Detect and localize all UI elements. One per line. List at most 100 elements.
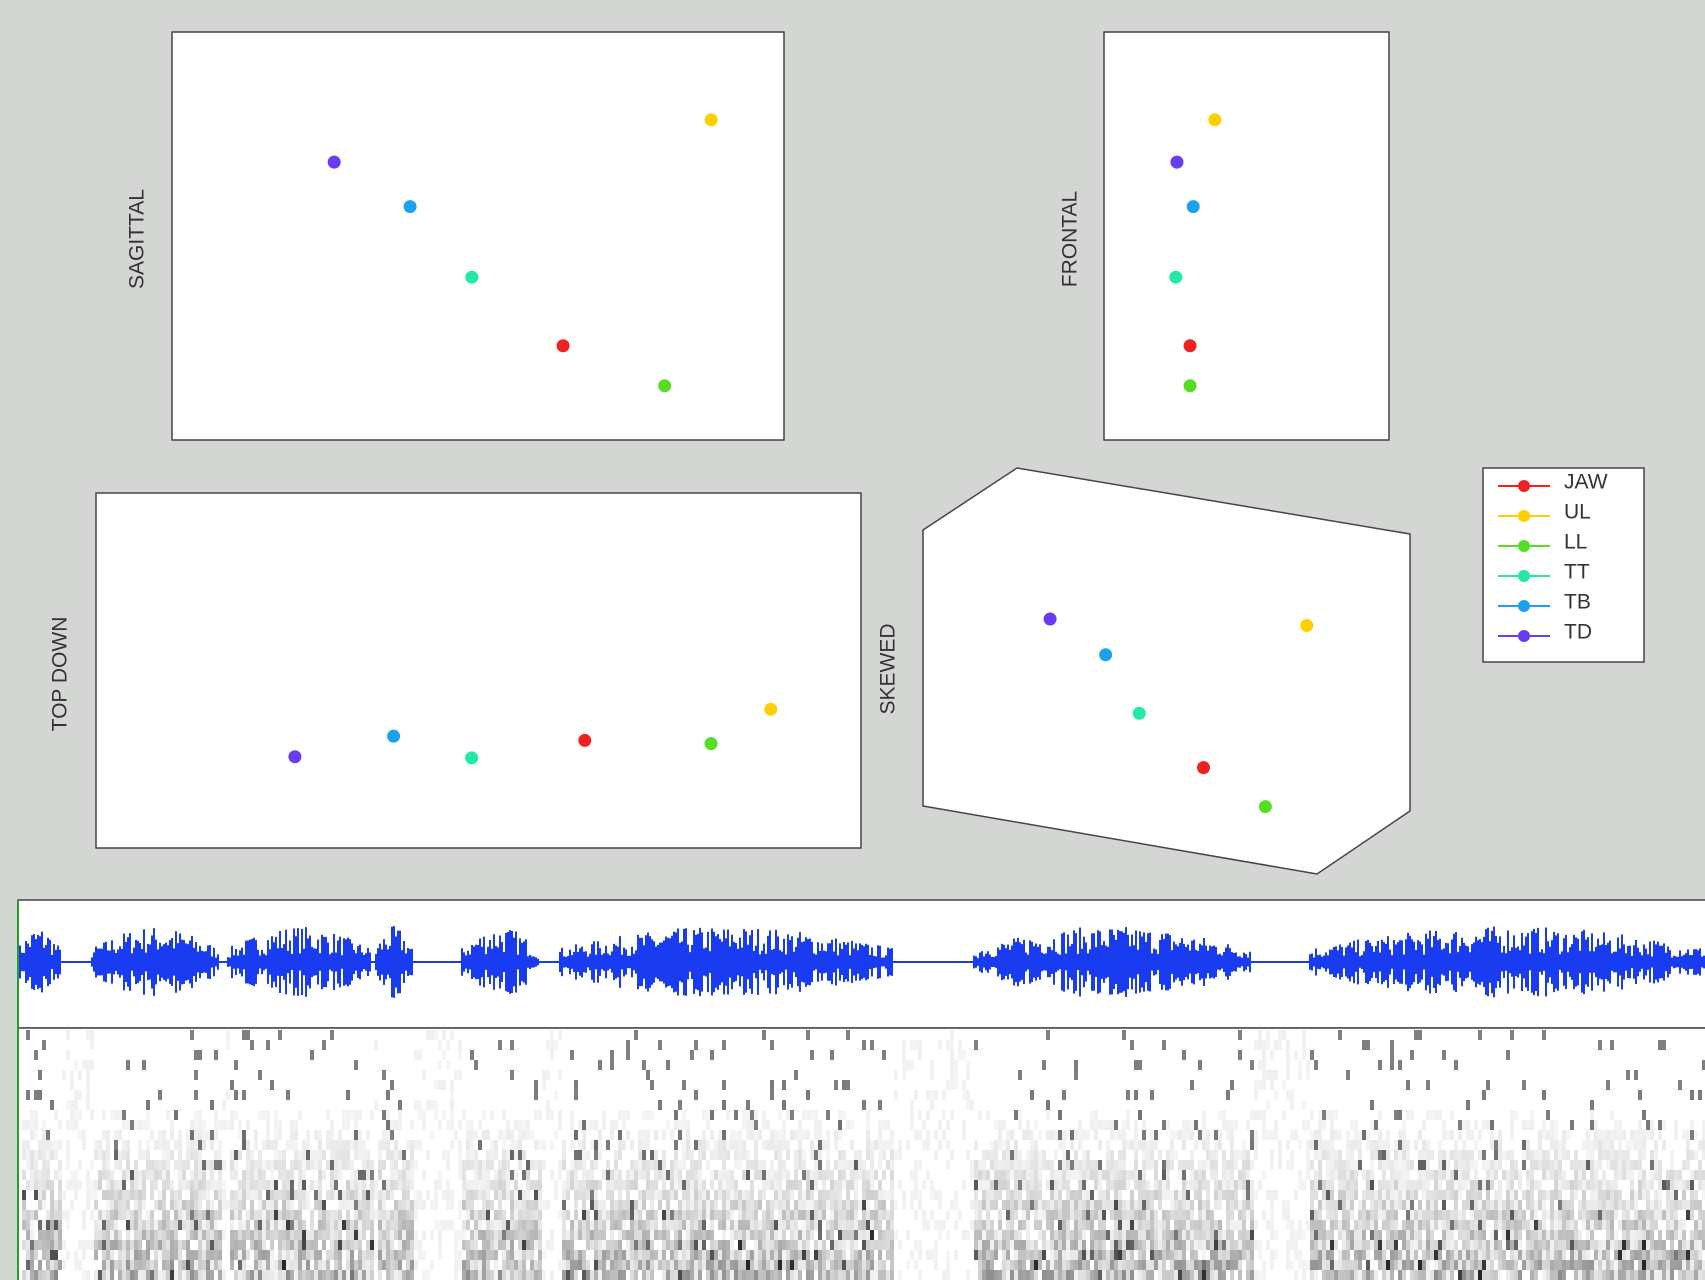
spectrogram-cell	[238, 1150, 242, 1160]
spectrogram-cell	[1182, 1270, 1186, 1280]
spectrogram-cell	[1110, 1150, 1114, 1160]
spectrogram-cell	[1410, 1270, 1414, 1280]
spectrogram-cell	[1622, 1230, 1626, 1240]
spectrogram-cell	[294, 1250, 298, 1260]
spectrogram-cell	[690, 1210, 694, 1220]
spectrogram-cell	[870, 1210, 874, 1220]
spectrogram-cell	[674, 1170, 678, 1180]
spectrogram-cell	[22, 1150, 26, 1160]
spectrogram-cell	[1510, 1120, 1514, 1130]
spectrogram-cell	[802, 1260, 806, 1270]
spectrogram-cell	[794, 1230, 798, 1240]
spectrogram-cell	[442, 1190, 446, 1200]
spectrogram-cell	[646, 1270, 650, 1280]
spectrogram-cell	[158, 1250, 162, 1260]
spectrogram-cell	[1198, 1240, 1202, 1250]
spectrogram-cell	[1270, 1260, 1274, 1270]
spectrogram-cell	[1482, 1150, 1486, 1160]
spectrogram-cell	[814, 1220, 818, 1230]
spectrogram-cell	[466, 1160, 470, 1170]
spectrogram-cell	[726, 1150, 730, 1160]
spectrogram-cell	[38, 1180, 42, 1190]
spectrogram-cell	[846, 1220, 850, 1230]
spectrogram-cell	[794, 1270, 798, 1280]
spectrogram-cell	[274, 1180, 278, 1190]
spectrogram-cell	[402, 1210, 406, 1220]
spectrogram-cell	[1266, 1040, 1270, 1050]
spectrogram-cell	[1522, 1120, 1526, 1130]
spectrogram-cell	[606, 1260, 610, 1270]
spectrogram-cell	[1366, 1210, 1370, 1220]
spectrogram-cell	[362, 1190, 366, 1200]
spectrogram-cell	[1034, 1210, 1038, 1220]
spectrogram-cell	[1446, 1240, 1450, 1250]
spectrogram-cell	[1086, 1160, 1090, 1170]
spectrogram-cell	[1298, 1220, 1302, 1230]
spectrogram-cell	[1542, 1220, 1546, 1230]
spectrogram-cell	[30, 1240, 34, 1250]
spectrogram-cell	[58, 1210, 62, 1220]
spectrogram-cell	[218, 1180, 222, 1190]
spectrogram-cell	[26, 1240, 30, 1250]
spectrogram-cell	[426, 1150, 430, 1160]
spectrogram-cell	[1538, 1160, 1542, 1170]
spectrogram-cell	[506, 1250, 510, 1260]
spectrogram-cell	[798, 1230, 802, 1240]
spectrogram-cell	[910, 1120, 914, 1130]
spectrogram-cell	[1354, 1270, 1358, 1280]
spectrogram-cell	[1306, 1060, 1310, 1070]
spectrogram-cell	[1034, 1180, 1038, 1190]
spectrogram-cell	[98, 1270, 102, 1280]
spectrogram-cell	[1262, 1050, 1266, 1060]
spectrogram-cell	[146, 1100, 150, 1110]
spectrogram-cell	[498, 1210, 502, 1220]
spectrogram-cell	[294, 1120, 298, 1130]
spectrogram-cell	[1118, 1150, 1122, 1160]
spectrogram-cell	[862, 1250, 866, 1260]
spectrogram-cell	[1546, 1130, 1550, 1140]
spectrogram-cell	[758, 1130, 762, 1140]
spectrogram-cell	[1166, 1250, 1170, 1260]
spectrogram-cell	[1478, 1180, 1482, 1190]
spectrogram-cell	[90, 1060, 94, 1070]
spectrogram-cell	[542, 1140, 546, 1150]
spectrogram-cell	[1222, 1240, 1226, 1250]
spectrogram-cell	[234, 1230, 238, 1240]
spectrogram-cell	[1174, 1250, 1178, 1260]
spectrogram-cell	[1554, 1140, 1558, 1150]
spectrogram-cell	[658, 1250, 662, 1260]
spectrogram-cell	[54, 1240, 58, 1250]
spectrogram-cell	[1530, 1230, 1534, 1240]
spectrogram-cell	[110, 1170, 114, 1180]
spectrogram-cell	[974, 1170, 978, 1180]
spectrogram-cell	[1118, 1160, 1122, 1170]
spectrogram-cell	[1574, 1230, 1578, 1240]
spectrogram-cell	[26, 1140, 30, 1150]
spectrogram-cell	[1422, 1190, 1426, 1200]
spectrogram-cell	[678, 1210, 682, 1220]
spectrogram-cell	[1182, 1160, 1186, 1170]
spectrogram-cell	[574, 1220, 578, 1230]
spectrogram-cell	[894, 1200, 898, 1210]
spectrogram-cell	[974, 1220, 978, 1230]
spectrogram-cell	[1138, 1230, 1142, 1240]
spectrogram-cell	[114, 1200, 118, 1210]
spectrogram-cell	[490, 1240, 494, 1250]
spectrogram-cell	[1626, 1200, 1630, 1210]
spectrogram-cell	[730, 1260, 734, 1270]
spectrogram-cell	[1530, 1170, 1534, 1180]
spectrogram-cell	[1442, 1260, 1446, 1270]
spectrogram-cell	[238, 1270, 242, 1280]
spectrogram-cell	[98, 1210, 102, 1220]
spectrogram-cell	[366, 1160, 370, 1170]
spectrogram-cell	[646, 1180, 650, 1190]
spectrogram-cell	[54, 1260, 58, 1270]
spectrogram-cell	[38, 1090, 42, 1100]
spectrogram-cell	[1130, 1040, 1134, 1050]
spectrogram-cell	[186, 1130, 190, 1140]
spectrogram-cell	[290, 1240, 294, 1250]
spectrogram-cell	[1454, 1190, 1458, 1200]
spectrogram-cell	[814, 1210, 818, 1220]
spectrogram-cell	[746, 1220, 750, 1230]
spectrogram-cell	[826, 1250, 830, 1260]
